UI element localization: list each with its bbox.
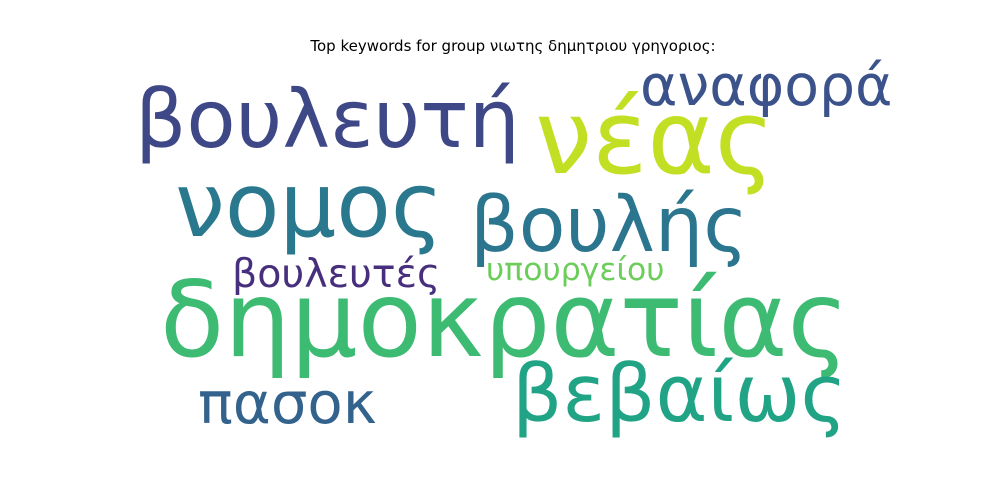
word-anafora: αναφορά — [640, 53, 893, 119]
word-vouleutes: βουλευτές — [232, 251, 441, 297]
word-pasok: πασοκ — [198, 369, 377, 437]
word-vouleuti: βουλευτή — [135, 73, 520, 167]
word-voulis: βουλής — [470, 181, 749, 270]
word-dimokratias: δημοκρατίας — [160, 259, 850, 381]
word-ypourgeiou: υπουργείου — [486, 252, 665, 288]
figure-title: Top keywords for group νιωτης δημητριου … — [310, 37, 716, 55]
word-vevaios: βεβαίως — [512, 348, 847, 440]
word-nomos: νομος — [175, 154, 444, 258]
word-neas: νέας — [535, 79, 775, 198]
